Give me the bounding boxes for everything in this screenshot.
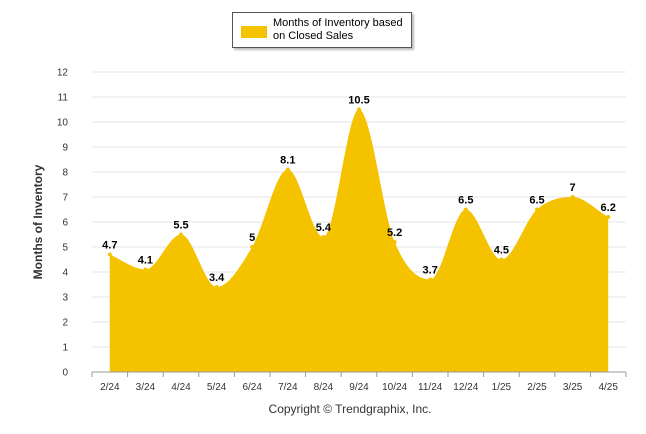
data-point <box>392 240 397 244</box>
x-tick-label: 2/25 <box>527 382 547 393</box>
y-tick-label: 11 <box>58 93 69 104</box>
x-tick-label: 4/25 <box>598 382 618 393</box>
x-tick-label: 3/24 <box>136 382 156 393</box>
x-tick-label: 9/24 <box>349 382 369 393</box>
x-tick-label: 7/24 <box>278 382 298 393</box>
data-point <box>321 235 326 239</box>
data-label: 8.1 <box>280 155 295 167</box>
data-point <box>285 167 290 172</box>
copyright-text: Copyright © Trendgraphix, Inc. <box>268 402 432 416</box>
legend-swatch <box>241 26 267 38</box>
y-tick-label: 5 <box>62 243 68 254</box>
y-axis-label: Months of Inventory <box>31 164 45 279</box>
y-tick-label: 4 <box>62 268 68 279</box>
legend-line-1: Months of Inventory based <box>273 17 403 29</box>
x-axis: 2/24 3/24 4/24 5/24 6/24 7/24 8/24 9/24 10/24 11/… <box>91 371 627 393</box>
y-tick-label: 7 <box>62 193 68 204</box>
x-tick-label: 2/24 <box>100 382 120 393</box>
data-labels: 4.7 4.1 5.5 3.4 5 8.1 5.4 10.5 5.2 3.7 6.5 4.5 6.5 7 6… <box>102 95 616 289</box>
x-tick-label: 6/24 <box>242 382 262 393</box>
x-tick-label: 4/24 <box>171 382 191 393</box>
data-label: 10.5 <box>348 95 369 107</box>
data-label: 6.5 <box>458 195 473 207</box>
x-tick-label: 5/24 <box>207 382 227 393</box>
x-tick-label: 3/25 <box>563 382 583 393</box>
x-tick-label: 8/24 <box>314 382 334 393</box>
y-tick-label: 10 <box>57 118 69 129</box>
y-tick-label: 9 <box>62 143 68 154</box>
data-point <box>107 252 112 257</box>
x-tick-label: 1/25 <box>492 382 512 393</box>
data-point <box>250 245 255 249</box>
y-tick-label: 2 <box>62 318 68 329</box>
data-point <box>214 285 219 289</box>
data-label: 4.5 <box>494 245 509 257</box>
series-area <box>109 109 609 372</box>
data-point <box>357 107 361 112</box>
data-point <box>179 232 183 237</box>
y-tick-label: 12 <box>57 68 69 79</box>
y-tick-label: 6 <box>62 218 68 229</box>
data-point <box>535 207 539 212</box>
legend-label: Months of Inventory based on Closed Sale… <box>273 17 409 43</box>
data-label: 5.2 <box>387 227 402 239</box>
data-label: 5.5 <box>173 220 188 232</box>
y-tick-label: 3 <box>62 293 68 304</box>
data-label: 7 <box>570 182 576 194</box>
data-label: 4.7 <box>102 240 117 252</box>
data-point <box>428 277 433 282</box>
y-tick-label: 8 <box>62 168 68 179</box>
data-label: 6.5 <box>529 195 544 207</box>
legend: Months of Inventory based on Closed Sale… <box>232 12 412 48</box>
data-point <box>143 267 148 272</box>
data-label: 6.2 <box>601 202 616 214</box>
legend-line-2: on Closed Sales <box>273 30 354 42</box>
data-label: 5 <box>249 232 255 244</box>
data-label: 5.4 <box>316 222 332 234</box>
data-point <box>463 207 468 212</box>
y-tick-label: 0 <box>62 368 68 379</box>
data-point <box>499 257 504 262</box>
data-point <box>606 215 611 219</box>
data-label: 3.7 <box>423 265 438 277</box>
data-label: 3.4 <box>209 272 225 284</box>
data-label: 4.1 <box>138 255 153 267</box>
y-tick-label: 1 <box>62 343 68 354</box>
x-tick-label: 11/24 <box>418 382 443 393</box>
x-tick-label: 10/24 <box>382 382 407 393</box>
x-tick-label: 12/24 <box>453 382 478 393</box>
data-point <box>570 195 575 199</box>
